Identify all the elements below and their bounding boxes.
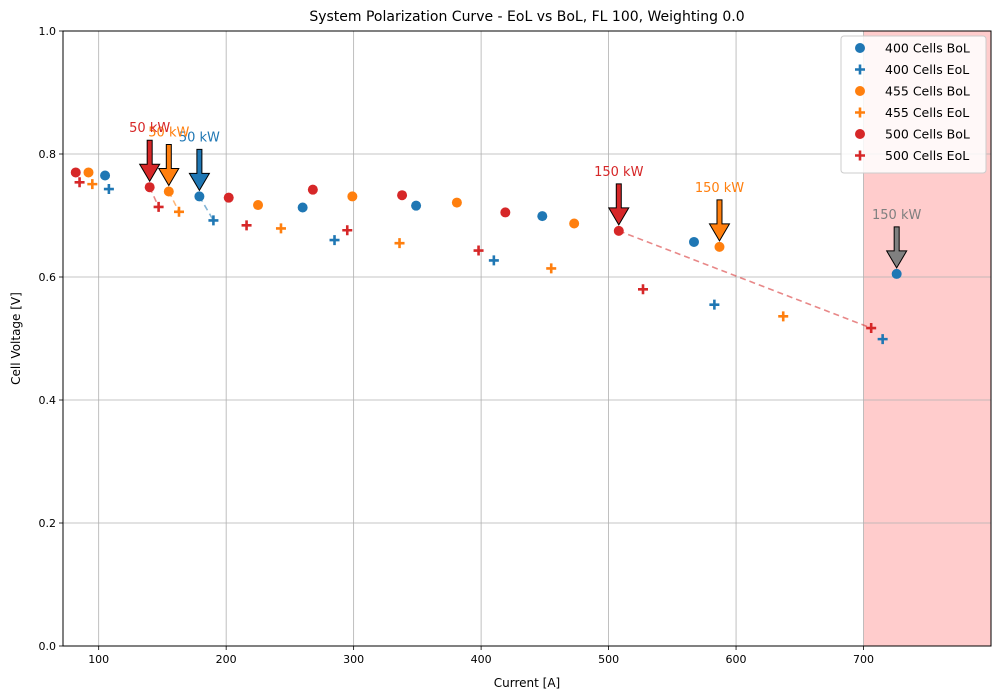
legend-marker bbox=[855, 64, 865, 75]
legend-marker bbox=[855, 43, 865, 53]
annotation-label: 50 kW bbox=[129, 121, 170, 136]
legend-label: 455 Cells EoL bbox=[885, 105, 969, 120]
eol-point bbox=[275, 223, 286, 234]
bol-point bbox=[891, 268, 902, 279]
legend-label: 500 Cells BoL bbox=[885, 127, 970, 142]
eol-point bbox=[778, 311, 789, 322]
x-tick-label: 400 bbox=[471, 653, 492, 666]
eol-point bbox=[208, 215, 219, 226]
eol-point bbox=[329, 235, 340, 246]
eol-point bbox=[103, 184, 114, 195]
bol-point bbox=[194, 191, 205, 202]
annotation-arrow bbox=[188, 148, 211, 192]
y-tick-label: 1.0 bbox=[39, 25, 57, 38]
y-tick-label: 0.2 bbox=[39, 517, 57, 530]
legend-label: 400 Cells BoL bbox=[885, 41, 970, 56]
bol-point bbox=[223, 192, 234, 203]
legend-label: 500 Cells EoL bbox=[885, 148, 969, 163]
annotation-label: 150 kW bbox=[695, 181, 744, 196]
bol-point bbox=[83, 167, 94, 178]
bol-point bbox=[537, 211, 548, 222]
annotation-label: 150 kW bbox=[594, 165, 643, 180]
bol-point bbox=[411, 200, 422, 211]
annotation-arrow bbox=[708, 199, 731, 242]
legend-box bbox=[840, 35, 987, 174]
bol-point bbox=[163, 186, 174, 197]
bol-point bbox=[397, 190, 408, 201]
eol-point bbox=[473, 245, 484, 256]
x-tick-label: 200 bbox=[216, 653, 237, 666]
plot-frame bbox=[62, 30, 992, 647]
eol-point bbox=[877, 334, 888, 345]
x-tick-label: 300 bbox=[343, 653, 364, 666]
legend-marker bbox=[855, 86, 865, 96]
x-tick-label: 100 bbox=[88, 653, 109, 666]
legend-marker bbox=[855, 129, 865, 139]
bol-point bbox=[144, 182, 155, 193]
bol-point bbox=[451, 197, 462, 208]
eol-point bbox=[546, 263, 557, 274]
x-tick-label: 700 bbox=[853, 653, 874, 666]
eol-point bbox=[488, 255, 499, 266]
bol-point bbox=[297, 202, 308, 213]
chart-title: System Polarization Curve - EoL vs BoL, … bbox=[309, 9, 744, 25]
annotation-arrow bbox=[138, 139, 161, 183]
legend: 400 Cells BoL 400 Cells EoL 455 Cells BoL 4… bbox=[840, 35, 987, 174]
bol-point bbox=[569, 218, 580, 229]
eol-point bbox=[241, 220, 252, 231]
annotation-label: 150 kW bbox=[872, 208, 921, 223]
bol-point bbox=[100, 170, 111, 181]
bol-point bbox=[500, 207, 511, 218]
annotation-arrow bbox=[885, 226, 908, 269]
legend-label: 400 Cells EoL bbox=[885, 62, 969, 77]
x-axis-label: Current [A] bbox=[494, 676, 560, 690]
legend-label: 455 Cells BoL bbox=[885, 84, 970, 99]
eol-point bbox=[866, 323, 877, 334]
y-tick-label: 0.0 bbox=[39, 640, 57, 653]
eol-point bbox=[87, 179, 98, 190]
bol-point bbox=[613, 225, 624, 236]
eol-point bbox=[74, 177, 85, 188]
legend-marker bbox=[855, 150, 865, 161]
eol-point bbox=[638, 284, 648, 295]
annotation-label: 50 kW bbox=[148, 126, 189, 141]
x-tick-label: 500 bbox=[598, 653, 619, 666]
bol-point bbox=[253, 200, 264, 211]
bol-point bbox=[714, 241, 725, 252]
y-axis-label: Cell Voltage [V] bbox=[9, 292, 23, 385]
bol-point bbox=[347, 191, 358, 202]
eol-point bbox=[174, 206, 184, 217]
annotation-arrow bbox=[607, 183, 630, 226]
y-tick-label: 0.6 bbox=[39, 271, 57, 284]
bol-point bbox=[307, 184, 318, 195]
connector-line bbox=[618, 230, 872, 329]
legend-marker bbox=[855, 107, 865, 118]
bol-point bbox=[688, 236, 699, 247]
annotation-arrow bbox=[157, 144, 180, 187]
y-tick-label: 0.8 bbox=[39, 148, 57, 161]
eol-point bbox=[342, 225, 353, 236]
eol-point bbox=[153, 201, 164, 212]
eol-point bbox=[709, 299, 720, 310]
bol-point bbox=[70, 167, 81, 178]
annotation-label: 50 kW bbox=[179, 130, 220, 145]
y-tick-label: 0.4 bbox=[39, 394, 57, 407]
x-tick-label: 600 bbox=[726, 653, 747, 666]
eol-point bbox=[394, 238, 405, 249]
